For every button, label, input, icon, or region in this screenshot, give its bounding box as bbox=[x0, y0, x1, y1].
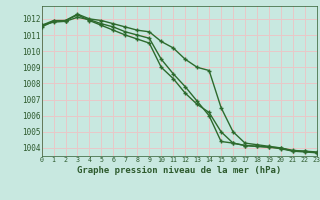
X-axis label: Graphe pression niveau de la mer (hPa): Graphe pression niveau de la mer (hPa) bbox=[77, 166, 281, 175]
